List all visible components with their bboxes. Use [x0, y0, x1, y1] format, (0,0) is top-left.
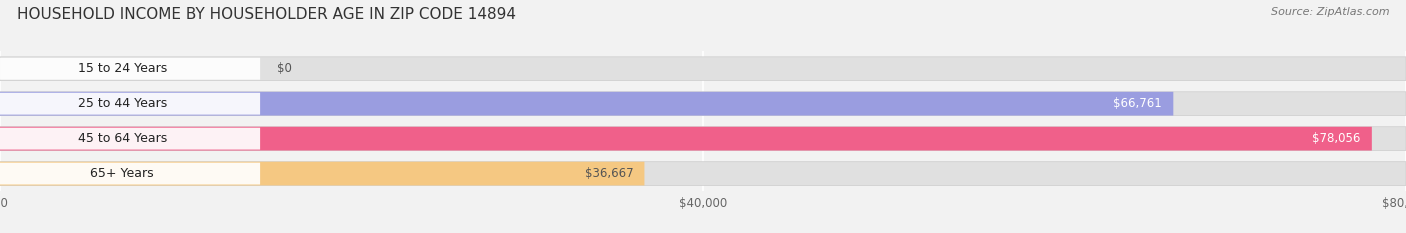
Text: $66,761: $66,761 — [1114, 97, 1163, 110]
FancyBboxPatch shape — [0, 92, 1174, 116]
Text: $0: $0 — [277, 62, 292, 75]
Text: $36,667: $36,667 — [585, 167, 633, 180]
Text: 65+ Years: 65+ Years — [90, 167, 155, 180]
FancyBboxPatch shape — [0, 128, 260, 150]
Text: 45 to 64 Years: 45 to 64 Years — [77, 132, 167, 145]
Text: HOUSEHOLD INCOME BY HOUSEHOLDER AGE IN ZIP CODE 14894: HOUSEHOLD INCOME BY HOUSEHOLDER AGE IN Z… — [17, 7, 516, 22]
FancyBboxPatch shape — [0, 58, 260, 80]
FancyBboxPatch shape — [0, 127, 1406, 151]
FancyBboxPatch shape — [0, 163, 260, 185]
Text: 25 to 44 Years: 25 to 44 Years — [77, 97, 167, 110]
Text: $78,056: $78,056 — [1312, 132, 1361, 145]
FancyBboxPatch shape — [0, 162, 1406, 185]
FancyBboxPatch shape — [0, 127, 1372, 151]
FancyBboxPatch shape — [0, 92, 1406, 116]
Text: Source: ZipAtlas.com: Source: ZipAtlas.com — [1271, 7, 1389, 17]
FancyBboxPatch shape — [0, 57, 1406, 81]
FancyBboxPatch shape — [0, 93, 260, 115]
FancyBboxPatch shape — [0, 162, 644, 185]
Text: 15 to 24 Years: 15 to 24 Years — [77, 62, 167, 75]
